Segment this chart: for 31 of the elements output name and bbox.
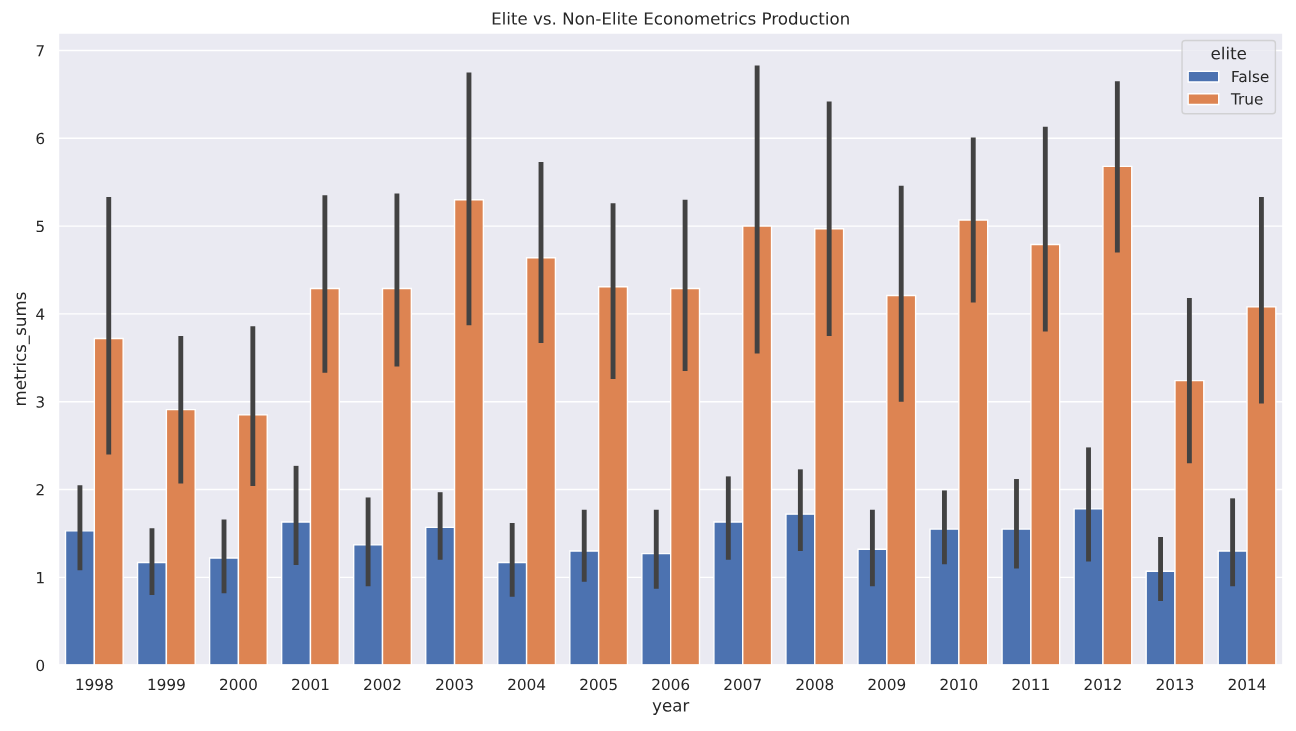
- x-tick-label: 2002: [364, 678, 401, 691]
- x-tick-label: 2000: [220, 678, 257, 691]
- x-tick-label: 2006: [652, 678, 690, 691]
- y-tick-label: 1: [37, 572, 44, 584]
- x-tick-label: 2005: [580, 678, 617, 691]
- x-tick-label: 2008: [796, 678, 834, 691]
- y-axis-title: metrics_sums: [13, 292, 30, 405]
- x-axis-title: year: [652, 702, 690, 715]
- y-tick-label: 6: [36, 132, 45, 145]
- y-tick-label: 0: [36, 659, 45, 672]
- y-tick-label: 2: [36, 484, 44, 496]
- y-tick-label: 7: [36, 45, 44, 57]
- x-tick-label: 1999: [148, 678, 185, 691]
- legend-label: True: [1230, 93, 1263, 105]
- y-tick-label: 5: [36, 220, 44, 233]
- y-tick-label: 4: [36, 308, 45, 320]
- chart-title: Elite vs. Non-Elite Econometrics Production: [492, 11, 849, 25]
- x-tick-label: 2014: [1228, 678, 1266, 691]
- x-tick-label: 2012: [1084, 678, 1121, 691]
- x-tick-label: 2013: [1156, 678, 1194, 691]
- x-tick-label: 2011: [1012, 678, 1049, 691]
- x-tick-label: 2007: [724, 678, 761, 691]
- x-tick-label: 2004: [508, 678, 546, 691]
- legend-title: elite: [1211, 46, 1246, 60]
- legend-label: False: [1232, 70, 1269, 83]
- x-tick-label: 2003: [436, 678, 473, 691]
- x-tick-label: 2009: [868, 678, 906, 691]
- x-tick-label: 2001: [292, 678, 329, 691]
- y-tick-label: 3: [36, 396, 44, 408]
- x-tick-label: 1998: [76, 678, 113, 691]
- x-tick-label: 2010: [940, 678, 978, 691]
